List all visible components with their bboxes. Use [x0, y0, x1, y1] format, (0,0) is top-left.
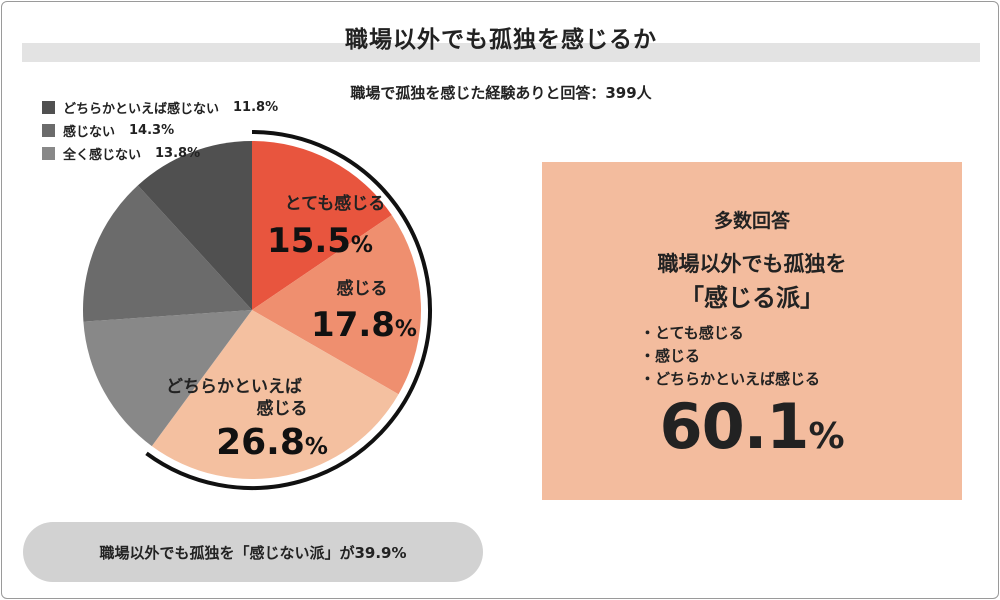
pie-slice	[252, 141, 392, 310]
pie-slice	[252, 215, 421, 395]
summary-list: ・とても感じる ・感じる ・どちらかといえば感じる	[640, 322, 820, 391]
pie-slice	[137, 141, 252, 310]
slice-value-label: 15.5%	[267, 221, 373, 261]
legend-item-somewhat-not: どちらかといえば感じない 11.8%	[42, 96, 278, 119]
legend-label: 感じない	[63, 125, 116, 140]
summary-list-item: ・感じる	[640, 347, 701, 365]
page-title: 職場以外でも孤独を感じるか	[345, 27, 657, 53]
legend-value: 11.8%	[233, 100, 279, 115]
majority-summary-box: 多数回答 職場以外でも孤独を 「感じる派」 ・とても感じる ・感じる ・どちらか…	[542, 162, 962, 500]
summary-total-unit: %	[808, 416, 845, 457]
group-arc	[145, 130, 432, 490]
summary-list-item: ・どちらかといえば感じる	[640, 370, 821, 388]
page-subtitle: 職場で孤独を感じた経験ありと回答：399人	[350, 84, 652, 102]
legend-swatch	[42, 147, 55, 160]
pie-slice	[83, 310, 252, 447]
summary-heading: 多数回答	[713, 210, 790, 232]
slice-label: 感じる	[257, 398, 308, 419]
legend-value: 13.8%	[155, 146, 201, 161]
chart-legend: どちらかといえば感じない 11.8% 感じない 14.3% 全く感じない 13.…	[42, 96, 278, 165]
legend-swatch	[42, 101, 55, 114]
pie-slice	[83, 185, 252, 322]
legend-label: どちらかといえば感じない	[63, 102, 220, 117]
title-band	[22, 43, 980, 62]
legend-label: 全く感じない	[63, 148, 142, 163]
summary-total-value: 60.1	[659, 390, 809, 463]
summary-list-item: ・とても感じる	[640, 324, 744, 342]
slice-label: とても感じる	[285, 193, 386, 214]
summary-line-2: 「感じる派」	[680, 284, 824, 312]
slice-label: 感じる	[337, 278, 388, 299]
summary-total: 60.1%	[542, 390, 962, 463]
legend-item-not: 感じない 14.3%	[42, 119, 278, 142]
legend-value: 14.3%	[129, 123, 175, 138]
summary-line-1: 職場以外でも孤独を	[657, 252, 847, 276]
slice-value-label: 26.8%	[216, 422, 328, 463]
legend-swatch	[42, 124, 55, 137]
slice-label: どちらかといえば	[166, 377, 302, 397]
legend-item-not-at-all: 全く感じない 13.8%	[42, 142, 278, 165]
minority-summary-pill: 職場以外でも孤独を「感じない派」が39.9%	[23, 522, 483, 582]
pie-slice	[151, 310, 399, 480]
slice-value-label: 17.8%	[311, 305, 417, 345]
